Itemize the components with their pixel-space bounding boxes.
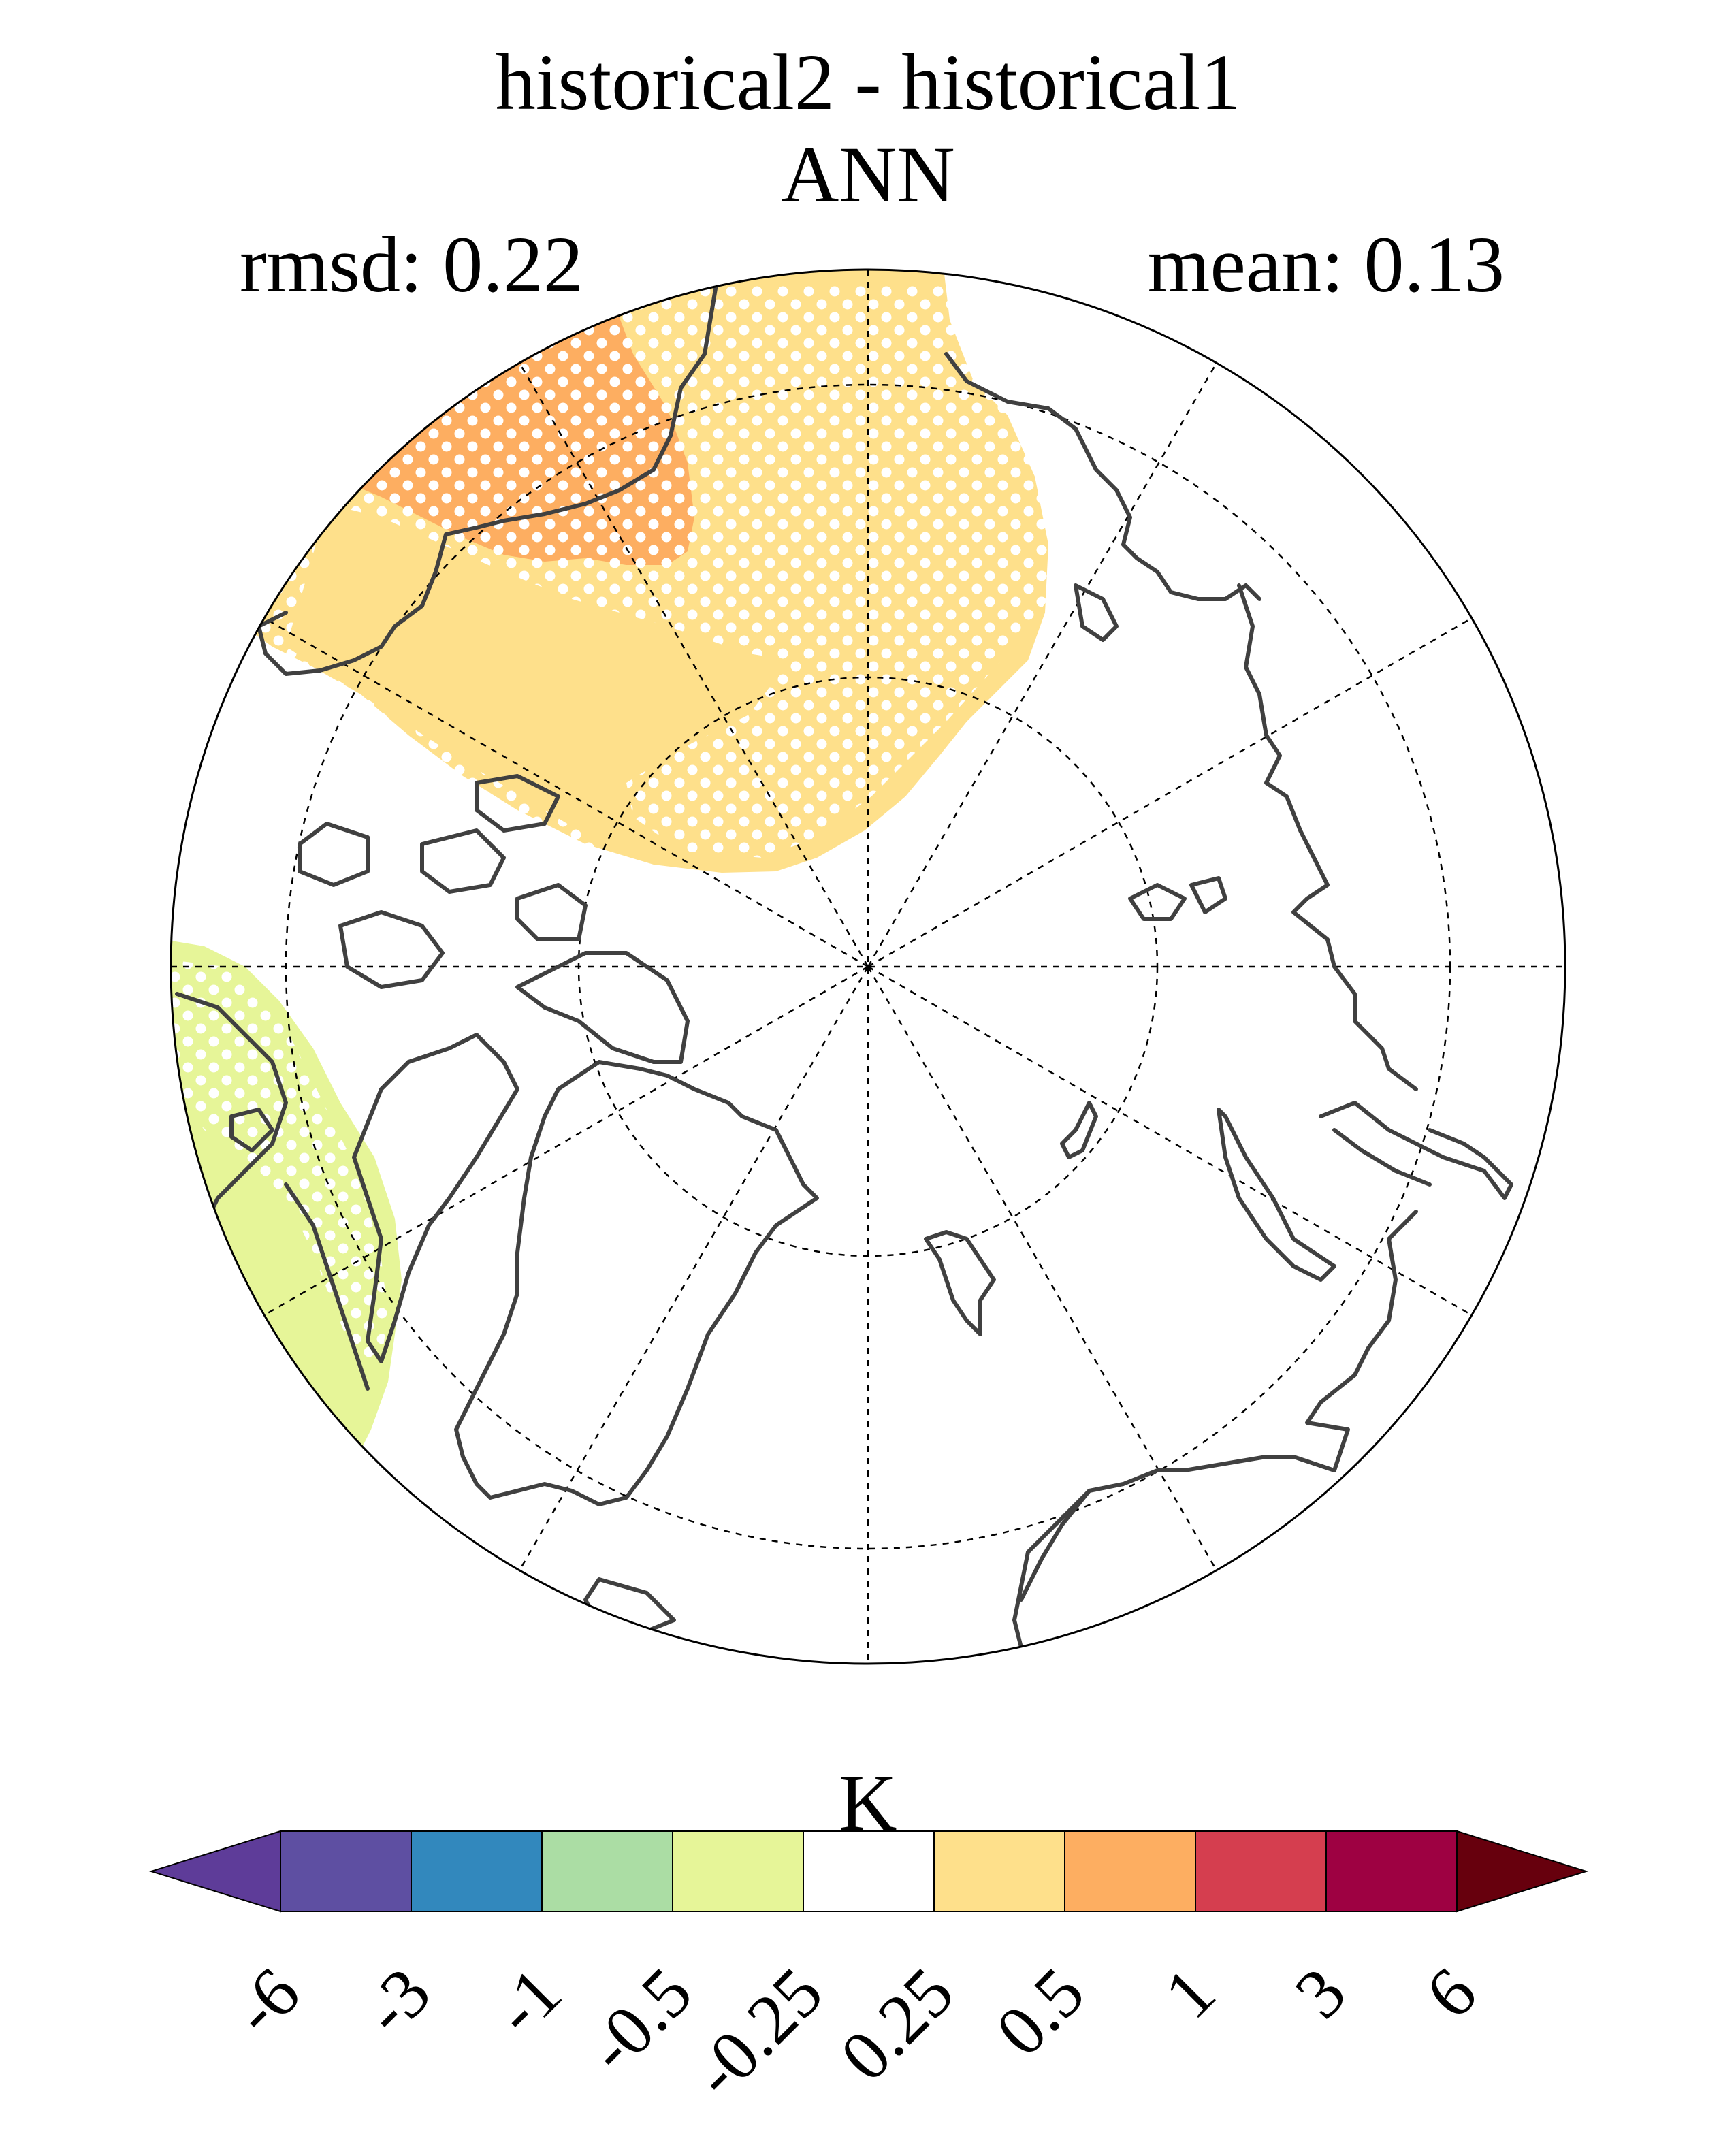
- coast-labrador: [284, 1182, 370, 1391]
- rmsd-label: rmsd: 0.22: [240, 220, 583, 309]
- colorbar-units: K: [839, 1758, 897, 1847]
- coast-southampton: [229, 1108, 274, 1152]
- colorbar-box: [803, 1830, 935, 1912]
- coast-franz-josef: [1060, 1101, 1098, 1159]
- coast-baffin: [352, 1033, 519, 1363]
- coast-taymyr: [1332, 1128, 1432, 1187]
- colorbar-box: [933, 1830, 1065, 1912]
- stipple-warm-area: [259, 286, 1048, 858]
- meridian-nnw: [518, 362, 869, 967]
- coast-arctic-archipelago-1: [338, 910, 445, 989]
- coast-russia-europe: [1019, 1210, 1418, 1602]
- coast-siberia-central: [1319, 1101, 1513, 1200]
- mean-label: mean: 0.13: [1147, 220, 1505, 309]
- season-label: ANN: [781, 130, 955, 219]
- colorbar-extend-low: [148, 1830, 281, 1913]
- coast-canada-arctic: [257, 270, 720, 676]
- figure-title: historical2 - historical1: [495, 37, 1241, 127]
- stipple-cool-area: [171, 960, 388, 1361]
- coast-svalbard: [924, 1230, 996, 1336]
- colorbar-box: [672, 1830, 804, 1912]
- coast-arctic-archipelago-5: [515, 883, 588, 941]
- colorbar-box: [411, 1830, 543, 1912]
- map-boundary: [170, 268, 1566, 1665]
- meridian-ssw: [518, 966, 869, 1571]
- coast-arctic-archipelago-4: [298, 822, 370, 887]
- meridian-se: [867, 965, 1473, 1317]
- meridian-nw: [263, 617, 869, 968]
- colorbar-box: [1325, 1830, 1458, 1912]
- polar-map: [170, 268, 1566, 1665]
- colorbar-extend-high: [1456, 1830, 1589, 1913]
- coast-wrangel: [1128, 883, 1187, 921]
- coast-arctic-archipelago-2: [420, 828, 506, 894]
- coast-siberia-east: [1237, 583, 1418, 1091]
- colorbar-box: [1195, 1830, 1327, 1912]
- coast-scandinavia: [1012, 1489, 1091, 1649]
- meridian-ne: [867, 617, 1473, 968]
- meridian-nne: [867, 362, 1218, 967]
- meridian-sw: [263, 965, 869, 1317]
- coast-novaya-zemlya: [1217, 1108, 1336, 1282]
- colorbar-box: [541, 1830, 673, 1912]
- coast-new-siberian: [1189, 876, 1227, 914]
- colorbar-box: [280, 1830, 412, 1912]
- coastlines: [175, 270, 1513, 1649]
- coast-arctic-archipelago-3: [475, 774, 560, 833]
- coast-greenland: [454, 1060, 819, 1506]
- colorbar-box: [1064, 1830, 1196, 1912]
- coast-ellesmere: [515, 951, 690, 1064]
- coast-alaska: [944, 352, 1261, 601]
- coast-chukotka: [1074, 583, 1119, 642]
